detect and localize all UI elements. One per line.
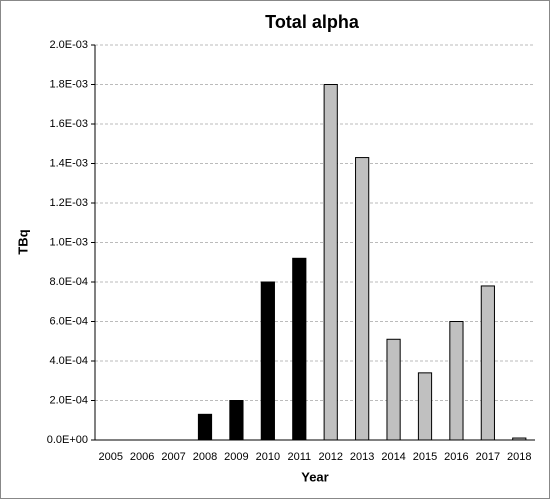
x-tick-label: 2015 — [413, 451, 437, 463]
bar — [229, 400, 244, 441]
bar — [197, 413, 213, 441]
x-tick-label: 2012 — [318, 451, 342, 463]
x-tick-label: 2018 — [507, 451, 531, 463]
y-tick-label: 2.0E-03 — [49, 39, 88, 51]
bar — [260, 281, 275, 441]
y-tick-label: 2.0E-04 — [49, 394, 88, 406]
x-axis-title: Year — [301, 469, 328, 484]
bar — [292, 257, 307, 441]
x-tick-label: 2006 — [130, 451, 154, 463]
bar — [417, 372, 433, 441]
x-tick-label: 2014 — [381, 451, 405, 463]
x-tick-label: 2010 — [256, 451, 280, 463]
y-tick-label: 1.6E-03 — [49, 118, 88, 130]
y-tick-label: 1.0E-03 — [49, 236, 88, 248]
x-tick-label: 2013 — [350, 451, 374, 463]
y-axis-title: TBq — [15, 229, 30, 254]
x-tick-label: 2016 — [444, 451, 468, 463]
bar — [386, 338, 401, 441]
y-tick-label: 1.4E-03 — [49, 157, 88, 169]
bar — [512, 437, 527, 441]
y-tick-label: 8.0E-04 — [49, 276, 88, 288]
y-tick-label: 1.8E-03 — [49, 78, 88, 90]
bar — [480, 285, 495, 441]
bar — [355, 157, 370, 441]
x-tick-label: 2011 — [287, 451, 311, 463]
x-tick-label: 2008 — [193, 451, 217, 463]
x-tick-label: 2005 — [98, 451, 122, 463]
y-tick-label: 0.0E+00 — [47, 434, 88, 446]
bar — [449, 321, 464, 441]
x-tick-label: 2007 — [161, 451, 185, 463]
y-tick-label: 4.0E-04 — [49, 355, 88, 367]
x-tick-label: 2009 — [224, 451, 248, 463]
x-tick-label: 2017 — [476, 451, 500, 463]
bar — [323, 84, 338, 441]
chart-title: Total alpha — [265, 12, 360, 32]
y-tick-label: 1.2E-03 — [49, 197, 88, 209]
y-tick-label: 6.0E-04 — [49, 315, 88, 327]
